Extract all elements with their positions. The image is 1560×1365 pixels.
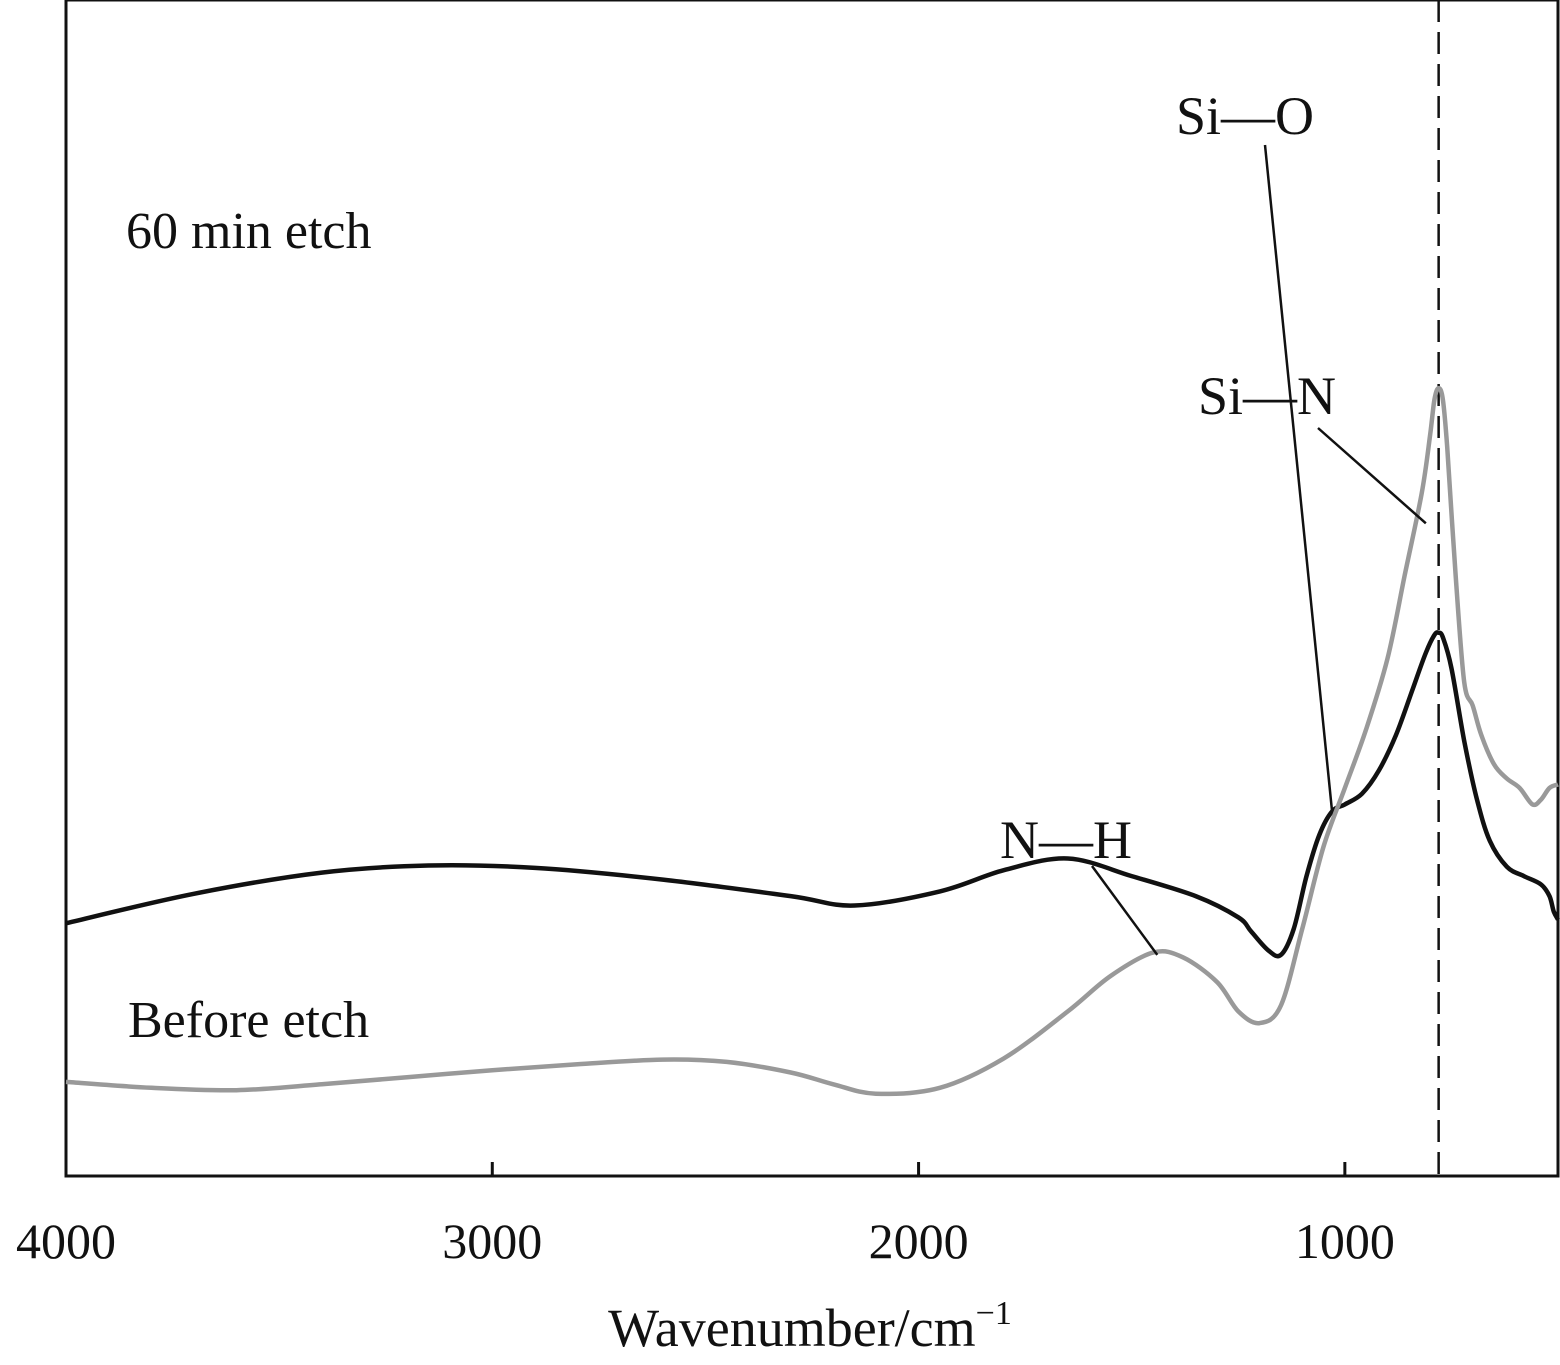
annotation-n-h: N—H	[1000, 810, 1132, 870]
leader-line-n-h	[1090, 865, 1159, 956]
annotation-si-o: Si—O	[1176, 86, 1314, 146]
x-tick-label-2000: 2000	[869, 1213, 969, 1269]
series-label-before-etch: Before etch	[128, 992, 369, 1049]
leader-line-si-n	[1317, 427, 1427, 525]
series-line-60-min-etch	[65, 630, 1560, 959]
x-axis-label-superscript: −1	[976, 1295, 1012, 1332]
series-line-before-etch	[65, 385, 1559, 1097]
x-axis-label-text: Wavenumber/cm	[608, 1298, 976, 1358]
x-tick-label-1000: 1000	[1295, 1213, 1395, 1269]
plot-frame	[64, 0, 1560, 1178]
annotation-si-n: Si—N	[1198, 366, 1336, 426]
series-label-60-min-etch: 60 min etch	[126, 203, 372, 260]
x-tick-label-4000: 4000	[16, 1213, 116, 1269]
leader-line-si-o	[1263, 144, 1334, 812]
x-tick-label-3000: 3000	[442, 1213, 542, 1269]
x-axis-label: Wavenumber/cm−1	[608, 1295, 1012, 1358]
